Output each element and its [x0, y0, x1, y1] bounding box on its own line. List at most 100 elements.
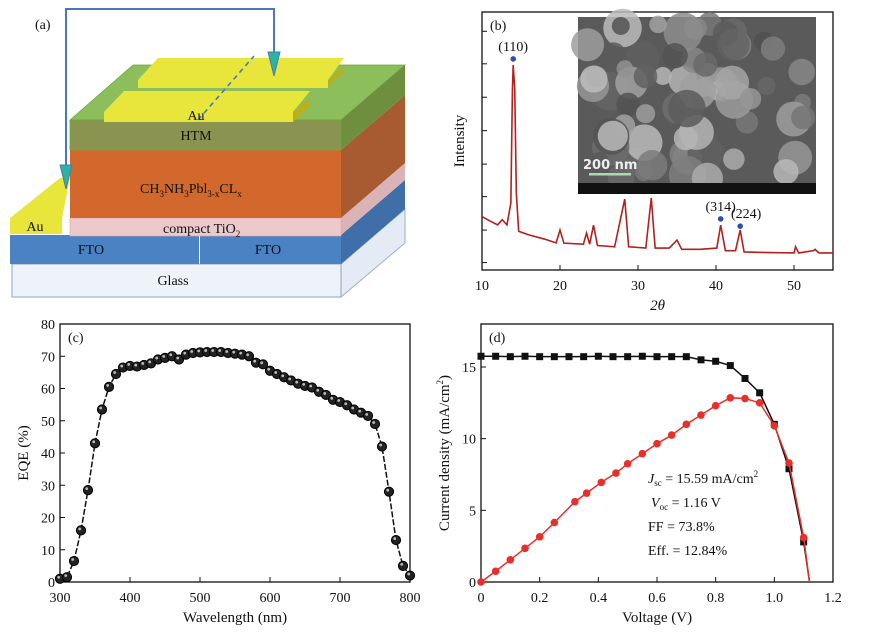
data-point	[75, 525, 87, 536]
data-point	[653, 353, 661, 361]
sem-grain	[693, 52, 718, 77]
data-point-highlight	[127, 363, 131, 366]
sem-grain	[637, 150, 668, 181]
data-point-highlight	[309, 384, 313, 388]
sem-grain	[788, 58, 815, 86]
data-point	[638, 352, 646, 360]
formula-subscript: 3	[159, 189, 164, 199]
data-point-highlight	[106, 383, 110, 387]
data-point-highlight	[155, 356, 159, 360]
data-point	[755, 399, 764, 407]
sem-grain	[663, 12, 703, 52]
data-point-highlight	[267, 367, 271, 371]
data-point-highlight	[92, 440, 96, 444]
y-tick-label: 60	[41, 383, 55, 398]
arrow-down-icon	[267, 51, 281, 77]
perovskite-side	[341, 95, 405, 218]
x-tick-label: 500	[190, 591, 211, 606]
data-point	[741, 374, 749, 382]
y-axis-label: Current density (mA/cm2)	[435, 375, 453, 531]
sem-grain	[653, 67, 672, 85]
sem-grain	[760, 36, 786, 61]
data-point	[638, 449, 647, 458]
data-point	[697, 411, 705, 419]
annotation-rest: = 15.59 mA/cm	[662, 472, 754, 487]
sem-grain	[635, 104, 656, 124]
y-tick-label: 10	[462, 433, 476, 448]
data-point-highlight	[218, 349, 222, 352]
data-point-highlight	[148, 360, 152, 364]
data-point	[582, 489, 591, 497]
perovskite-layer	[70, 150, 341, 218]
sem-grain	[590, 151, 609, 170]
data-point	[799, 533, 808, 542]
series-line-power	[480, 397, 811, 583]
data-point	[369, 418, 381, 430]
htm-side	[341, 65, 405, 150]
data-point	[82, 484, 94, 496]
sem-grain	[616, 60, 634, 77]
sem-grain	[571, 28, 605, 62]
x-tick-label: 0.4	[590, 591, 608, 606]
data-point-highlight	[316, 388, 320, 392]
tio2-label: compact TiO2	[163, 222, 240, 239]
au-back-electrode	[138, 58, 344, 80]
data-point-highlight	[113, 371, 117, 374]
y-tick-label: 0	[469, 576, 476, 591]
x-axis-label: Wavelength (nm)	[183, 610, 287, 626]
data-point-highlight	[99, 406, 103, 410]
data-point-highlight	[190, 350, 194, 353]
annotation-rest: = 1.16 V	[668, 496, 721, 511]
data-point-highlight	[393, 537, 397, 540]
formula-part: Pbl	[189, 182, 208, 197]
peak-label: (224)	[731, 207, 762, 222]
au-back-front	[138, 80, 328, 88]
data-point-highlight	[400, 562, 404, 566]
x-tick-label: 400	[120, 591, 141, 606]
data-point	[580, 353, 588, 361]
formula-subscript: x	[237, 189, 242, 199]
formula-part: CH	[140, 182, 159, 197]
peak-marker	[510, 56, 516, 62]
data-point	[624, 353, 632, 361]
data-point	[565, 353, 573, 361]
peak-label: (110)	[498, 40, 528, 55]
sem-grain	[739, 87, 762, 110]
x-tick-label: 50	[787, 279, 801, 294]
data-point	[61, 572, 73, 583]
data-point-highlight	[134, 363, 138, 367]
data-point	[756, 389, 764, 397]
sem-grain	[633, 64, 658, 89]
data-point-highlight	[323, 392, 327, 395]
x-tick-label: 700	[330, 591, 351, 606]
sem-info-bar	[578, 183, 816, 194]
sem-grain	[757, 76, 776, 95]
sem-grain	[597, 120, 628, 151]
parameter-annotation: Eff. = 12.84%	[648, 544, 728, 559]
au-front-front	[104, 112, 293, 122]
x-tick-label: 300	[50, 591, 71, 606]
data-point	[770, 421, 779, 430]
formula-subscript: 3-x	[207, 189, 219, 199]
data-point-highlight	[386, 488, 390, 492]
data-point	[668, 353, 676, 361]
series-line-xrd	[481, 64, 833, 254]
sem-grain	[723, 148, 745, 170]
sem-grain	[616, 92, 640, 117]
data-point-highlight	[239, 351, 243, 355]
y-tick-label: 70	[41, 350, 55, 365]
data-point	[521, 352, 529, 360]
formula-part: CL	[219, 182, 237, 197]
chart-b: 10 20 30 40 50 (b) 2θ Intensity (110) (314)(224)	[452, 11, 834, 314]
data-point	[597, 478, 606, 487]
plot-frame	[59, 323, 411, 583]
data-point-highlight	[302, 383, 306, 386]
device-schematic: (a) Au HTM CH3NH3Pbl3-xCLx compact TiO2 …	[10, 8, 407, 299]
sem-grain	[580, 65, 608, 93]
data-point-highlight	[141, 362, 145, 365]
sem-grain	[715, 65, 750, 100]
glass-label: Glass	[157, 274, 188, 289]
data-point-highlight	[365, 413, 369, 416]
sem-grain	[791, 105, 816, 130]
